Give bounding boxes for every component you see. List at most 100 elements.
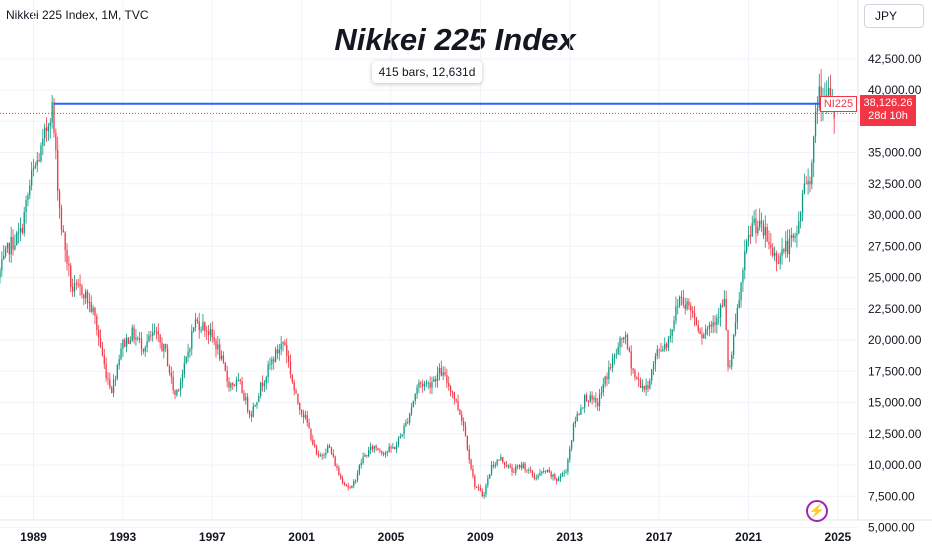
candle-body — [613, 355, 616, 358]
candle-body — [746, 240, 748, 252]
candle-body — [390, 446, 392, 449]
y-tick-label: 10,000.00 — [868, 458, 922, 472]
candle-body — [604, 376, 606, 385]
candle-body — [768, 241, 770, 245]
candle-body — [453, 392, 455, 400]
candle-body — [90, 302, 92, 312]
candle-body — [353, 481, 355, 486]
candle-body — [192, 327, 195, 331]
y-tick-label: 42,500.00 — [868, 52, 922, 66]
candle-body — [597, 402, 599, 407]
candle-body — [49, 122, 51, 126]
candle-body — [47, 125, 50, 131]
x-tick-label: 1993 — [110, 530, 137, 544]
candle-body — [487, 478, 489, 486]
candle-body — [461, 414, 463, 422]
candle-body — [273, 359, 275, 362]
candle-body — [695, 317, 698, 326]
candle-body — [407, 422, 409, 424]
candle-body — [60, 207, 63, 230]
candle-body — [425, 382, 428, 384]
candle-body — [118, 359, 120, 366]
y-tick-label: 12,500.00 — [868, 427, 922, 441]
candle-body — [299, 403, 301, 411]
candle-body — [611, 357, 614, 368]
candle-body — [170, 372, 172, 377]
candle-body — [321, 455, 323, 456]
candle-body — [543, 471, 545, 472]
candle-body — [451, 391, 454, 393]
candle-body — [490, 464, 493, 475]
candle-body — [705, 329, 707, 335]
candle-body — [146, 341, 148, 348]
candle-body — [667, 338, 670, 348]
candle-body — [742, 270, 744, 283]
candle-body — [541, 471, 543, 474]
candle-body — [773, 252, 776, 256]
candle-body — [274, 349, 277, 362]
currency-selector[interactable]: JPY — [864, 4, 924, 28]
candle-body — [665, 343, 668, 348]
candle-body — [608, 367, 610, 380]
candle-body — [271, 359, 273, 365]
candle-body — [388, 446, 390, 452]
candle-body — [626, 335, 629, 349]
candle-body — [647, 385, 649, 389]
candle-body — [287, 355, 290, 362]
candle-body — [405, 422, 407, 426]
candle-body — [515, 466, 517, 473]
candle-body — [261, 382, 264, 387]
candle-body — [699, 330, 701, 335]
candle-body — [643, 386, 645, 390]
y-tick-label: 20,000.00 — [868, 333, 922, 347]
y-tick-label: 30,000.00 — [868, 208, 922, 222]
candle-body — [66, 250, 68, 264]
candle-body — [308, 422, 310, 429]
candle-body — [753, 218, 755, 223]
candle-body — [101, 347, 104, 356]
candle-body — [448, 383, 450, 387]
candle-body — [678, 296, 681, 306]
x-tick-label: 2017 — [646, 530, 673, 544]
candle-body — [736, 308, 738, 323]
candle-body — [129, 340, 131, 344]
candle-body — [373, 445, 375, 450]
x-tick-label: 2009 — [467, 530, 494, 544]
candle-body — [755, 218, 757, 234]
candle-body — [412, 400, 415, 408]
candle-body — [740, 282, 742, 300]
candle-body — [651, 369, 653, 381]
candle-body — [623, 337, 625, 340]
candle-body — [809, 180, 811, 185]
candle-body — [459, 409, 461, 415]
candle-body — [14, 245, 16, 250]
candle-body — [284, 342, 286, 345]
candle-body — [366, 455, 368, 457]
candle-body — [362, 456, 364, 463]
candle-body — [513, 472, 515, 473]
candle-body — [120, 348, 122, 360]
candle-body — [760, 220, 763, 224]
lightning-logo-icon[interactable]: ⚡ — [806, 500, 828, 522]
candle-body — [194, 319, 197, 328]
candle-body — [105, 364, 107, 379]
candle-body — [276, 349, 279, 354]
candle-body — [811, 162, 813, 185]
candle-body — [658, 349, 660, 351]
candle-body — [315, 445, 318, 454]
candle-body — [116, 365, 118, 379]
candle-body — [472, 468, 474, 476]
candle-body — [317, 453, 320, 456]
candle-body — [582, 407, 584, 409]
candle-body — [749, 234, 752, 237]
candle-body — [537, 475, 539, 479]
candle-body — [21, 228, 23, 233]
candle-body — [751, 222, 753, 237]
candle-body — [619, 338, 621, 348]
symbol-label: Nikkei 225 Index, 1M, TVC — [6, 8, 149, 22]
candle-body — [766, 227, 768, 242]
candle-body — [420, 382, 422, 384]
candle-body — [781, 249, 783, 256]
candle-body — [572, 423, 575, 441]
